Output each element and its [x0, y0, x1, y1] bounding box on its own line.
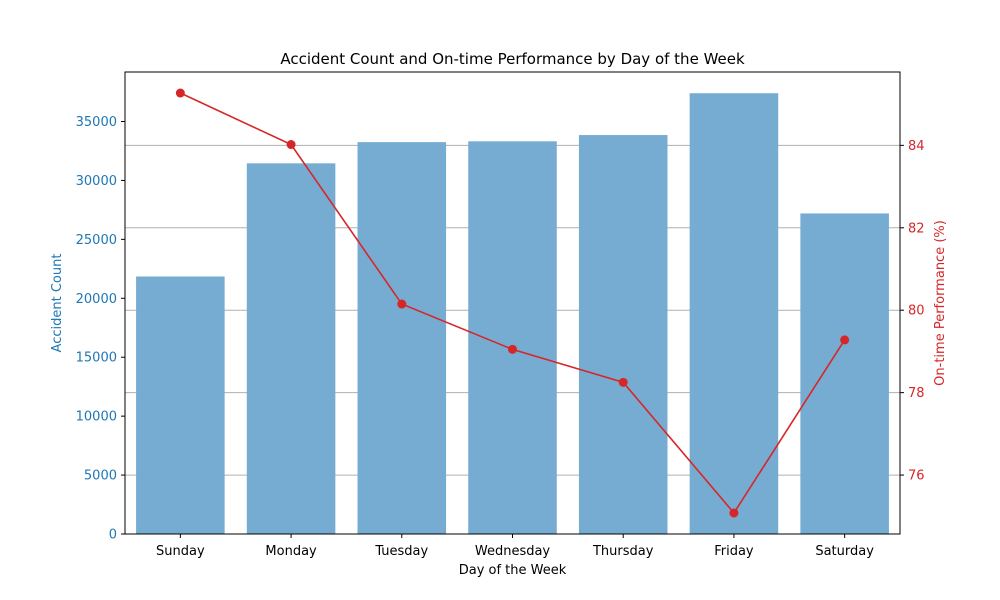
x-tick-label: Friday — [714, 544, 754, 559]
left-tick-label: 15000 — [76, 351, 117, 366]
left-tick-label: 35000 — [76, 115, 117, 130]
right-tick-label: 76 — [908, 469, 925, 484]
bar-wednesday — [468, 141, 557, 535]
x-tick-label: Saturday — [815, 544, 874, 559]
line-point-sunday — [175, 88, 185, 98]
x-tick-label: Wednesday — [475, 544, 551, 559]
line-point-friday — [729, 508, 739, 518]
chart-title: Accident Count and On-time Performance b… — [280, 50, 745, 68]
x-axis-label: Day of the Week — [459, 563, 567, 578]
bar-saturday — [800, 213, 889, 534]
bar-tuesday — [357, 142, 447, 534]
right-tick-label: 78 — [908, 386, 925, 401]
left-tick-label: 25000 — [76, 233, 117, 248]
x-tick-label: Thursday — [592, 544, 654, 559]
bar-sunday — [136, 276, 225, 534]
bar-friday — [689, 93, 779, 534]
line-point-tuesday — [397, 299, 407, 309]
line-point-thursday — [618, 377, 628, 387]
line-layer — [175, 88, 850, 518]
bars-layer — [136, 93, 889, 535]
bar-thursday — [578, 135, 668, 534]
x-tick-label: Tuesday — [374, 544, 428, 559]
left-axis-label: Accident Count — [50, 254, 65, 353]
left-tick-label: 5000 — [84, 469, 117, 484]
line-point-wednesday — [508, 344, 517, 354]
right-axis-label: On-time Performance (%) — [933, 220, 948, 386]
left-tick-label: 0 — [109, 528, 117, 543]
left-tick-label: 30000 — [76, 174, 117, 189]
line-point-saturday — [840, 335, 850, 345]
x-tick-label: Sunday — [156, 544, 205, 559]
left-tick-label: 20000 — [76, 292, 117, 307]
left-y-axis: 0 5000 10000 15000 20000 25000 30000 35000 — [76, 115, 125, 543]
bar-monday — [246, 163, 336, 534]
right-tick-label: 84 — [908, 139, 925, 154]
right-tick-label: 80 — [908, 304, 925, 319]
right-tick-label: 82 — [908, 221, 925, 236]
left-tick-label: 10000 — [76, 410, 117, 425]
line-point-monday — [286, 140, 296, 150]
x-tick-label: Monday — [265, 544, 317, 559]
x-axis: Sunday Monday Tuesday Wednesday Thursday Frid… — [156, 534, 874, 559]
right-y-axis: 76 78 80 82 84 — [900, 139, 925, 484]
